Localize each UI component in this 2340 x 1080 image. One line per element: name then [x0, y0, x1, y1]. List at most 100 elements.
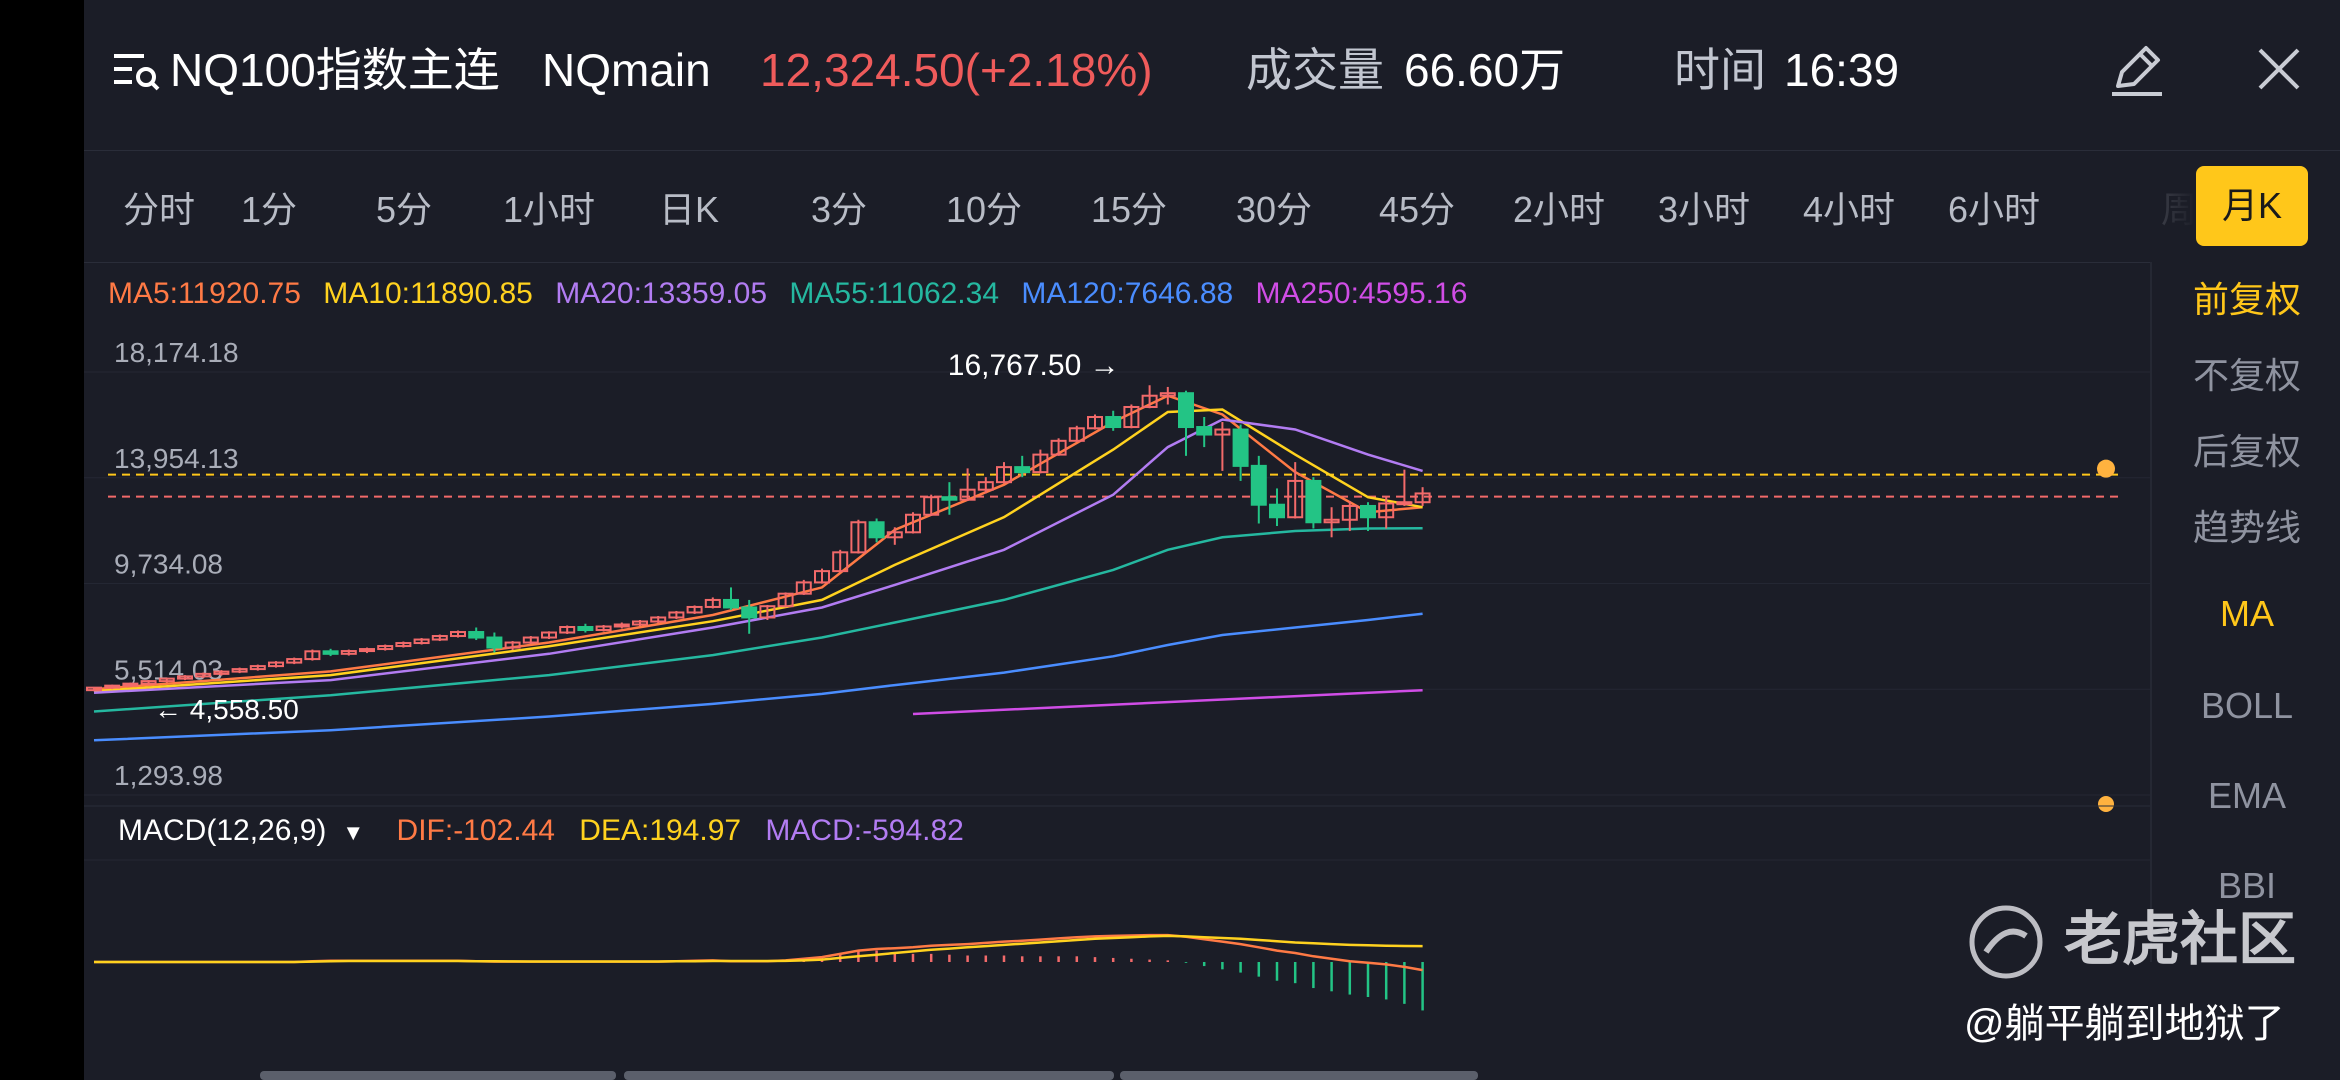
candle-body-up — [268, 661, 284, 668]
time-label: 时间 — [1674, 44, 1766, 96]
candle — [1014, 455, 1031, 478]
pencil-icon[interactable] — [2106, 42, 2166, 98]
candle — [1287, 462, 1304, 519]
candle — [231, 667, 248, 674]
candle — [1214, 422, 1231, 471]
menu-search-icon[interactable] — [114, 50, 160, 92]
tab-10min[interactable]: 10分 — [945, 189, 1023, 230]
candle — [340, 649, 357, 656]
candle — [1269, 488, 1285, 527]
candle-body-up — [1159, 392, 1176, 397]
candle-body-up — [996, 466, 1012, 484]
ma120-legend: MA120:7646.88 — [1021, 277, 1234, 310]
candle — [1323, 507, 1340, 538]
tab-monthly[interactable]: 月K — [2196, 166, 2308, 246]
option-backward-adjusted[interactable]: 后复权 — [2192, 431, 2301, 472]
candle — [377, 644, 394, 651]
candle — [777, 592, 794, 608]
tiger-logo-icon — [1969, 905, 2043, 979]
candle — [322, 648, 339, 657]
close-icon[interactable] — [2256, 46, 2302, 92]
y-tick-label: 1,293.98 — [114, 760, 223, 791]
y-tick-label: 13,954.13 — [114, 443, 239, 474]
scrollbar-segment[interactable] — [260, 1071, 616, 1080]
candle — [1123, 404, 1140, 429]
tab-3hour[interactable]: 3小时 — [1657, 189, 1751, 230]
candle-body-up — [104, 684, 121, 689]
candle-body-down — [1178, 392, 1194, 429]
option-boll[interactable]: BOLL — [2200, 685, 2294, 726]
candle-body-up — [450, 631, 466, 638]
candle-body-up — [1287, 479, 1304, 519]
ma-line-ma120 — [93, 612, 1423, 742]
y-tick-label: 18,174.18 — [114, 337, 239, 368]
candle-body-up — [140, 680, 157, 685]
candle — [832, 549, 849, 573]
candle-body-up — [1378, 502, 1395, 519]
option-ema[interactable]: EMA — [2207, 775, 2286, 816]
dif-value: DIF:-102.44 — [396, 814, 555, 847]
candle — [559, 625, 576, 635]
tab-15min[interactable]: 15分 — [1090, 189, 1168, 230]
candle — [704, 597, 721, 609]
candle — [959, 468, 976, 501]
tab-30min[interactable]: 30分 — [1235, 189, 1313, 230]
tab-3min[interactable]: 3分 — [810, 189, 868, 230]
ma250-legend: MA250:4595.16 — [1255, 277, 1468, 310]
tab-1min[interactable]: 1分 — [240, 189, 298, 230]
option-forward-adjusted[interactable]: 前复权 — [2192, 279, 2301, 320]
ma20-legend: MA20:13359.05 — [555, 277, 768, 310]
scrollbar-segment[interactable] — [1120, 1071, 1478, 1080]
candle — [868, 518, 885, 543]
tab-1hour[interactable]: 1小时 — [502, 189, 596, 230]
candle-body-up — [1214, 428, 1231, 436]
candle-body-up — [431, 635, 448, 641]
candle — [1105, 410, 1122, 431]
tab-2hour[interactable]: 2小时 — [1512, 189, 1606, 230]
candle-body-up — [377, 645, 394, 651]
candle-body-up — [1414, 492, 1431, 504]
option-unadjusted[interactable]: 不复权 — [2192, 355, 2301, 396]
ma-line-ma10 — [93, 408, 1423, 693]
candle-body-up — [1032, 453, 1049, 474]
candle-body-up — [249, 665, 266, 671]
tab-6hour[interactable]: 6小时 — [1947, 189, 2041, 230]
candle — [759, 604, 776, 620]
candle-body-up — [158, 677, 175, 683]
candle — [795, 579, 812, 595]
kline-chart[interactable]: 18,174.1813,954.139,734.085,514.031,293.… — [84, 0, 2150, 1066]
scrollbar-segment[interactable] — [624, 1071, 1114, 1080]
candle-body-up — [595, 625, 612, 632]
candle — [686, 605, 703, 614]
candle-body-up — [304, 650, 321, 661]
ma-line-ma250 — [912, 688, 1423, 716]
tab-daily[interactable]: 日K — [658, 189, 719, 230]
tab-4hour[interactable]: 4小时 — [1802, 189, 1896, 230]
candle-body-up — [1123, 405, 1140, 429]
tab-45min[interactable]: 45分 — [1378, 189, 1456, 230]
instrument-title: NQ100指数主连 — [170, 44, 500, 96]
candle-body-down — [1250, 464, 1267, 506]
option-ma[interactable]: MA — [2220, 593, 2274, 634]
option-trendline[interactable]: 趋势线 — [2192, 507, 2301, 548]
candle-body-up — [686, 605, 703, 614]
tab-5min[interactable]: 5分 — [375, 189, 433, 230]
tabs-fade — [2144, 160, 2196, 260]
candle — [1196, 417, 1213, 448]
ma-legend: MA5:11920.75 MA10:11890.85 MA20:13359.05… — [108, 272, 1481, 316]
candle — [923, 494, 940, 516]
candle — [213, 670, 230, 676]
candle — [413, 638, 430, 645]
candle-body-up — [632, 620, 648, 626]
macd-indicator-label[interactable]: MACD(12,26,9) — [118, 814, 327, 847]
candle-body-down — [868, 521, 885, 539]
indicator-panel: 前复权 不复权 后复权 趋势线 MA BOLL EMA BBI — [2150, 262, 2340, 962]
candle-body-up — [522, 636, 539, 644]
app-window: NQ100指数主连 NQmain 12,324.50(+2.18%) 成交量 6… — [84, 0, 2340, 1080]
caret-down-icon[interactable]: ▼ — [342, 820, 365, 845]
macd-marker-dot — [2098, 796, 2114, 812]
tab-intraday[interactable]: 分时 — [122, 189, 195, 230]
candle — [741, 599, 758, 634]
candle-body-up — [122, 682, 139, 687]
option-bbi[interactable]: BBI — [2217, 865, 2277, 906]
